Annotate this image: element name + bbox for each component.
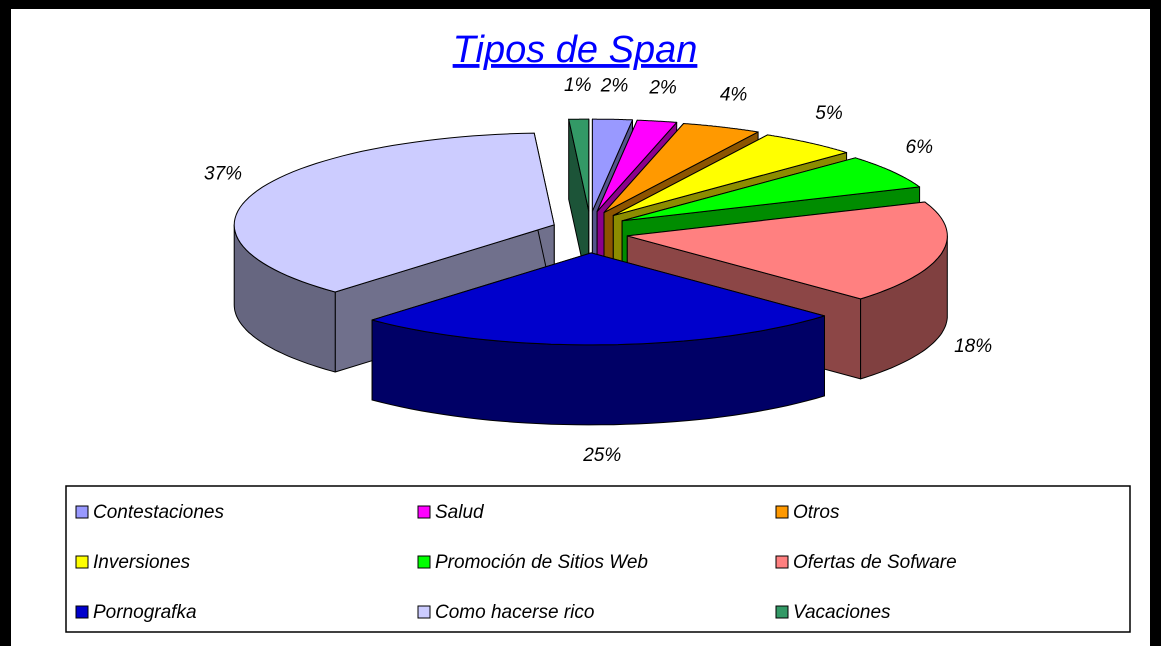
slice <box>568 118 590 212</box>
legend-swatch <box>417 605 431 619</box>
legend-label: Como hacerse rico <box>435 602 594 623</box>
data-label: 37% <box>204 164 242 185</box>
data-label: 6% <box>906 137 934 158</box>
frame-top <box>0 0 1161 9</box>
data-label: 2% <box>600 75 629 96</box>
legend-swatch <box>417 555 431 569</box>
frame-left <box>0 0 11 646</box>
slice <box>233 132 555 293</box>
data-label: 18% <box>954 336 992 357</box>
slice <box>626 201 948 300</box>
legend-swatch <box>75 505 89 519</box>
data-label: 1% <box>564 75 592 96</box>
data-label: 5% <box>815 103 843 124</box>
chart-title: Tipos de Span <box>453 29 698 71</box>
legend-label: Promoción de Sitios Web <box>435 552 648 573</box>
frame-right <box>1150 0 1161 646</box>
legend-label: Contestaciones <box>93 502 224 523</box>
legend-label: Ofertas de Sofware <box>793 552 957 573</box>
data-label: 2% <box>648 77 677 98</box>
legend-label: Pornografka <box>93 602 197 623</box>
legend-label: Vacaciones <box>793 602 891 623</box>
slice <box>603 123 759 214</box>
legend-label: Salud <box>435 502 485 523</box>
legend-label: Otros <box>793 502 840 523</box>
legend-swatch <box>417 505 431 519</box>
legend-swatch <box>775 555 789 569</box>
data-label: 4% <box>720 84 748 105</box>
legend-swatch <box>775 505 789 519</box>
legend-swatch <box>75 605 89 619</box>
legend-swatch <box>775 605 789 619</box>
slice <box>621 157 921 222</box>
slice <box>612 134 848 216</box>
data-label: 25% <box>582 445 621 466</box>
slice <box>591 118 633 212</box>
slice <box>371 252 825 346</box>
legend-swatch <box>75 555 89 569</box>
legend-box <box>65 485 1131 633</box>
slice <box>596 119 678 212</box>
legend-label: Inversiones <box>93 552 191 573</box>
